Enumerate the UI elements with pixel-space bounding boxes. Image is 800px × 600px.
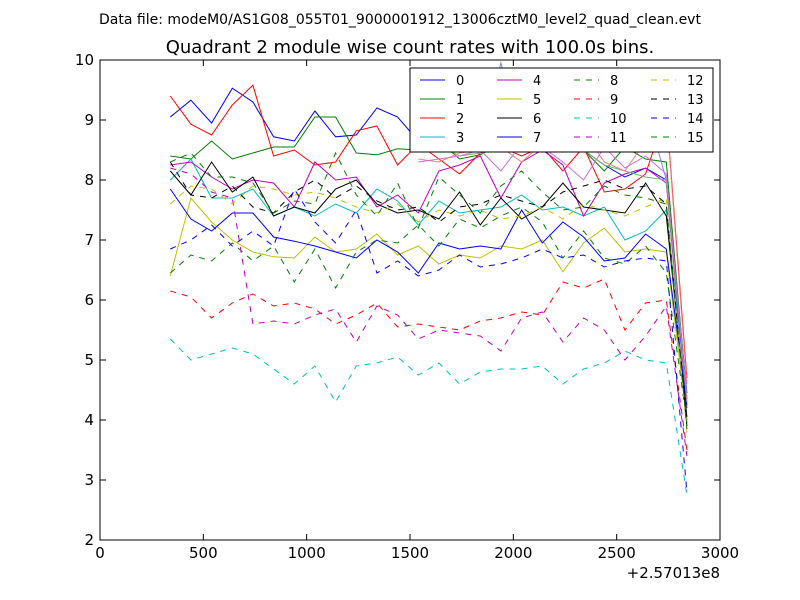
series-line-8: [169, 206, 688, 424]
series-line-5: [169, 196, 688, 421]
legend-label: 6: [533, 112, 541, 127]
x-tick-label: 500: [189, 544, 218, 562]
x-offset-label: +2.57013e8: [627, 564, 720, 582]
y-tick-label: 4: [84, 411, 94, 429]
y-tick-label: 10: [75, 51, 94, 69]
x-tick-label: 2500: [598, 544, 636, 562]
legend-label: 14: [687, 112, 704, 127]
legend-label: 15: [687, 131, 704, 146]
legend-label: 12: [687, 74, 704, 89]
x-tick-label: 0: [95, 544, 105, 562]
series-line-12: [169, 185, 688, 433]
x-tick-label: 1500: [391, 544, 429, 562]
legend-label: 1: [456, 93, 464, 108]
legend-label: 5: [533, 93, 541, 108]
x-tick-label: 3000: [701, 544, 739, 562]
series-line-extra-19: [418, 143, 688, 403]
legend-label: 8: [610, 74, 618, 89]
legend-label: 13: [687, 93, 704, 108]
legend-label: 9: [610, 93, 618, 108]
legend-label: 0: [456, 74, 464, 89]
legend-label: 2: [456, 112, 464, 127]
series-line-14: [170, 187, 688, 493]
series-line-15: [170, 151, 688, 430]
y-tick-label: 5: [84, 351, 94, 369]
legend-label: 11: [610, 131, 627, 146]
y-tick-label: 8: [84, 171, 94, 189]
chart-suptitle: Data file: modeM0/AS1G08_055T01_90000019…: [99, 12, 701, 28]
legend-box: [409, 67, 714, 153]
series-line-6: [169, 161, 688, 418]
x-tick-label: 2000: [494, 544, 532, 562]
series-line-4: [170, 149, 688, 409]
series-line-9: [170, 278, 688, 451]
series-line-7: [169, 188, 688, 406]
series-line-10: [169, 338, 688, 496]
y-tick-label: 9: [84, 111, 94, 129]
series-line-3: [169, 158, 688, 400]
legend-label: 4: [533, 74, 541, 89]
x-tick-label: 1000: [288, 544, 326, 562]
legend-label: 3: [456, 131, 464, 146]
chart-title: Quadrant 2 module wise count rates with …: [166, 37, 655, 58]
y-tick-label: 7: [84, 231, 94, 249]
legend-label: 10: [610, 112, 627, 127]
y-tick-label: 6: [84, 291, 94, 309]
y-tick-label: 2: [84, 531, 94, 549]
y-tick-label: 3: [84, 471, 94, 489]
legend-label: 7: [533, 131, 541, 146]
